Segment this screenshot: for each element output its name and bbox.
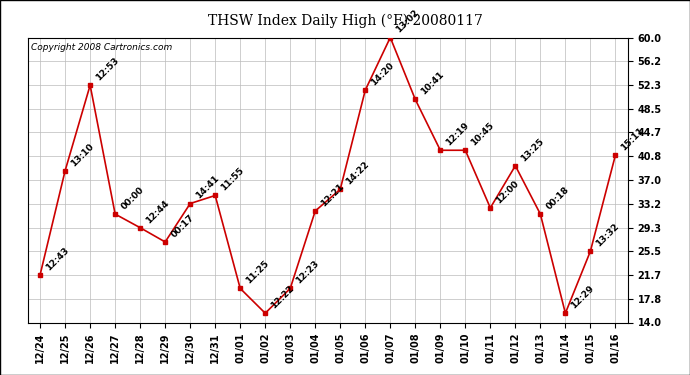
Text: 12:29: 12:29 — [569, 284, 596, 310]
Text: THSW Index Daily High (°F) 20080117: THSW Index Daily High (°F) 20080117 — [208, 13, 482, 27]
Text: 13:32: 13:32 — [595, 222, 621, 249]
Text: 13:02: 13:02 — [395, 8, 421, 35]
Text: 13:25: 13:25 — [520, 136, 546, 163]
Text: 14:41: 14:41 — [195, 174, 221, 201]
Text: 12:21: 12:21 — [319, 182, 346, 208]
Text: 10:41: 10:41 — [420, 70, 446, 97]
Text: 12:19: 12:19 — [444, 121, 471, 147]
Text: Copyright 2008 Cartronics.com: Copyright 2008 Cartronics.com — [30, 43, 172, 52]
Text: 00:18: 00:18 — [544, 185, 571, 211]
Text: 11:55: 11:55 — [219, 166, 246, 193]
Text: 12:22: 12:22 — [269, 284, 296, 310]
Text: 12:00: 12:00 — [495, 178, 521, 205]
Text: 12:23: 12:23 — [295, 259, 321, 286]
Text: 14:20: 14:20 — [369, 61, 396, 87]
Text: 13:10: 13:10 — [69, 141, 96, 168]
Text: 14:22: 14:22 — [344, 160, 371, 186]
Text: 11:25: 11:25 — [244, 259, 271, 286]
Text: 00:17: 00:17 — [169, 213, 196, 239]
Text: 10:45: 10:45 — [469, 121, 496, 147]
Text: 15:11: 15:11 — [620, 126, 646, 153]
Text: 12:53: 12:53 — [95, 56, 121, 82]
Text: 12:43: 12:43 — [44, 245, 71, 272]
Text: 00:00: 00:00 — [119, 185, 146, 211]
Text: 12:44: 12:44 — [144, 198, 171, 225]
